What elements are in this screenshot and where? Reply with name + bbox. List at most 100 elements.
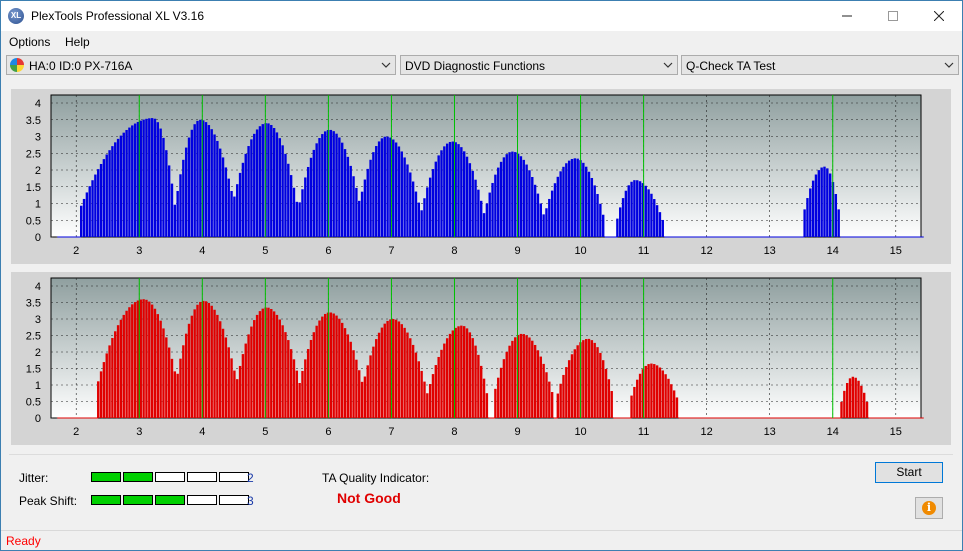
y-tick-label: 3	[35, 132, 41, 144]
info-button[interactable]: i	[915, 497, 943, 519]
data-bar	[321, 134, 324, 237]
start-button[interactable]: Start	[875, 462, 943, 483]
data-bar	[236, 379, 239, 418]
data-bar	[511, 151, 514, 237]
data-bar	[272, 128, 276, 237]
data-bar	[289, 175, 293, 237]
data-bar	[386, 136, 389, 237]
top-chart-panel: 0 0.5 1 1.5 2 2.5 3 3.5 4 2 3 4 5 6 7 8 9 10 11 12 13 14 15	[11, 89, 951, 264]
data-bar	[247, 146, 250, 237]
data-bar	[355, 359, 358, 418]
maximize-button[interactable]	[870, 1, 916, 31]
data-bar	[343, 149, 347, 237]
data-bar	[636, 180, 639, 237]
peak-shift-value: 3	[247, 494, 254, 508]
data-bar	[292, 359, 296, 418]
data-bar	[431, 169, 435, 237]
data-bar	[102, 159, 106, 237]
quality-label: TA Quality Indicator:	[322, 471, 430, 485]
data-bar	[675, 397, 679, 418]
data-bar	[590, 340, 594, 418]
data-bar	[406, 332, 409, 418]
chevron-down-icon	[663, 62, 673, 68]
data-bar	[525, 335, 528, 418]
data-bar	[244, 153, 247, 237]
data-bar	[542, 214, 545, 237]
x-tick-label: 14	[827, 245, 839, 257]
data-bar	[216, 314, 219, 418]
data-bar	[162, 137, 165, 237]
peak-shift-meter-cell	[91, 495, 121, 505]
data-bar	[636, 379, 639, 418]
data-bar	[602, 360, 605, 418]
data-bar	[576, 158, 579, 237]
data-bar	[332, 313, 335, 418]
data-bar	[482, 378, 486, 418]
data-bar	[122, 132, 125, 237]
data-bar	[187, 137, 191, 237]
y-tick-label: 2	[35, 165, 41, 177]
drive-select[interactable]: HA:0 ID:0 PX-716A	[6, 55, 396, 75]
data-bar	[474, 179, 477, 237]
data-bar	[145, 118, 148, 237]
data-bar	[499, 161, 503, 237]
menu-help[interactable]: Help	[65, 35, 90, 49]
data-bar	[653, 199, 656, 237]
maximize-icon	[888, 11, 898, 21]
data-bar	[349, 165, 352, 237]
data-bar	[865, 401, 869, 418]
data-bar	[278, 138, 281, 237]
data-bar	[287, 340, 290, 418]
data-bar	[91, 180, 94, 237]
data-bar	[599, 203, 602, 237]
peak-shift-meter-cell	[123, 495, 153, 505]
data-bar	[204, 301, 208, 418]
data-bar	[267, 123, 270, 237]
data-bar	[440, 150, 443, 237]
data-bar	[556, 393, 560, 418]
data-bar	[499, 367, 503, 418]
data-bar	[94, 174, 97, 237]
data-bar	[394, 319, 398, 418]
data-bar	[596, 193, 599, 237]
data-bar	[426, 187, 429, 237]
minimize-button[interactable]	[824, 1, 870, 31]
data-bar	[556, 176, 560, 237]
close-button[interactable]	[916, 1, 962, 31]
x-tick-label: 12	[701, 426, 713, 438]
data-bar	[108, 150, 111, 237]
data-bar	[545, 372, 548, 418]
data-bar	[173, 371, 177, 418]
data-bar	[238, 172, 242, 237]
data-bar	[644, 185, 647, 237]
y-tick-label: 4	[35, 98, 41, 110]
data-bar	[159, 128, 162, 237]
function-select[interactable]: DVD Diagnostic Functions	[400, 55, 678, 75]
data-bar	[298, 202, 301, 237]
data-bar	[539, 356, 542, 418]
menu-options[interactable]: Options	[9, 35, 51, 49]
data-bar	[142, 299, 145, 418]
data-bar	[261, 124, 264, 237]
data-bar	[480, 200, 483, 237]
data-bar	[116, 138, 120, 237]
data-bar	[570, 354, 574, 418]
data-bar	[417, 361, 420, 418]
data-bar	[167, 165, 171, 237]
data-bar	[184, 147, 188, 237]
x-tick-label: 6	[325, 426, 331, 438]
data-bar	[460, 325, 463, 418]
data-bar	[261, 308, 264, 418]
data-bar	[565, 367, 568, 418]
data-bar	[295, 201, 299, 237]
data-bar	[349, 341, 352, 418]
y-tick-label: 2	[35, 347, 41, 359]
data-bar	[360, 191, 364, 237]
jitter-meter-cell	[155, 472, 185, 482]
data-bar	[414, 191, 418, 237]
test-select[interactable]: Q-Check TA Test	[681, 55, 959, 75]
data-bar	[502, 157, 506, 237]
data-bar	[341, 142, 344, 237]
data-bar	[468, 163, 472, 237]
data-bar	[434, 161, 438, 237]
